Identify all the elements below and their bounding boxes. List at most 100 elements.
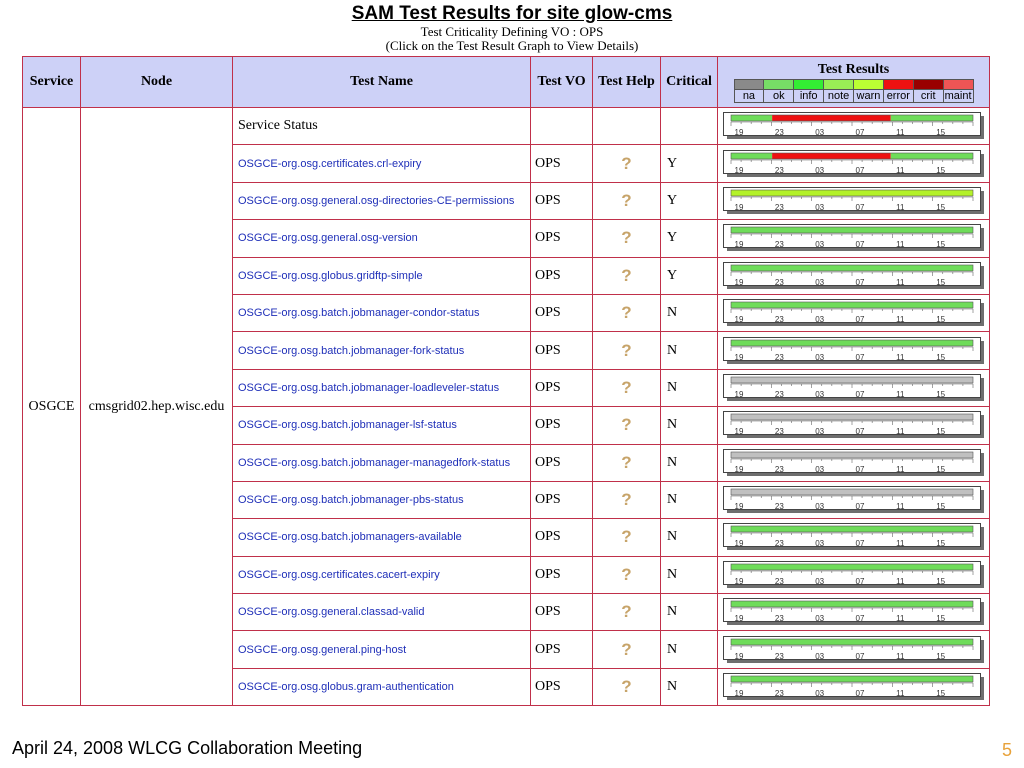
axis-tick-label: 15 <box>936 353 945 362</box>
help-question-icon[interactable]: ? <box>621 303 632 323</box>
page-number: 5 <box>1001 740 1012 760</box>
test-name-link[interactable]: OSGCE-org.osg.batch.jobmanager-fork-stat… <box>232 331 531 370</box>
axis-tick-label: 23 <box>774 128 783 137</box>
test-name-link[interactable]: OSGCE-org.osg.globus.gram-authentication <box>232 667 531 707</box>
legend-swatch <box>794 79 824 90</box>
axis-tick-label: 07 <box>855 427 864 436</box>
legend-item-ok: ok <box>763 79 794 102</box>
axis-tick-label: 15 <box>936 652 945 661</box>
axis-tick-label: 15 <box>936 614 945 623</box>
axis-tick-label: 03 <box>815 390 824 399</box>
test-result-graph[interactable]: 19 23 03 07 11 15 <box>722 598 985 626</box>
test-help-cell: ? <box>592 331 661 370</box>
test-result-graph[interactable]: 19 23 03 07 11 15 <box>722 299 985 327</box>
test-name-link[interactable]: OSGCE-org.osg.general.ping-host <box>232 630 531 669</box>
help-question-icon[interactable]: ? <box>621 564 632 584</box>
table-row: OSGCE-org.osg.batch.jobmanager-condor-st… <box>23 293 990 333</box>
help-question-icon[interactable]: ? <box>621 228 632 248</box>
test-name-link[interactable]: OSGCE-org.osg.general.classad-valid <box>232 593 531 632</box>
test-result-graph[interactable]: 19 23 03 07 11 15 <box>722 373 985 402</box>
axis-tick-label: 15 <box>936 315 945 324</box>
table-row: OSGCE-org.osg.batch.jobmanager-managedfo… <box>23 443 990 482</box>
table-row: OSGCE-org.osg.certificates.cacert-expiry… <box>23 555 990 595</box>
legend-item-crit: crit <box>912 79 943 102</box>
test-result-graph[interactable]: 19 23 03 07 11 15 <box>722 635 985 664</box>
test-name-link[interactable]: OSGCE-org.osg.general.osg-directories-CE… <box>232 181 531 221</box>
test-vo-cell <box>530 106 593 146</box>
axis-tick-label: 15 <box>936 577 945 586</box>
help-question-icon[interactable]: ? <box>621 677 632 697</box>
test-name-link[interactable]: OSGCE-org.osg.general.osg-version <box>232 219 531 258</box>
help-question-icon[interactable]: ? <box>621 265 632 285</box>
test-result-graph[interactable]: 19 23 03 07 11 15 <box>722 186 985 215</box>
test-name-link[interactable]: OSGCE-org.osg.batch.jobmanager-pbs-statu… <box>232 480 531 520</box>
legend-label: info <box>799 89 818 102</box>
axis-tick-label: 23 <box>774 353 783 362</box>
test-help-cell: ? <box>592 368 661 408</box>
axis-tick-label: 19 <box>734 353 743 362</box>
help-question-icon[interactable]: ? <box>621 602 632 622</box>
axis-tick-label: 03 <box>815 689 824 698</box>
help-question-icon[interactable]: ? <box>621 415 632 435</box>
help-question-icon[interactable]: ? <box>621 452 632 472</box>
test-result-graph[interactable]: 19 23 03 07 11 15 <box>722 112 985 140</box>
legend-item-na: na <box>734 79 764 102</box>
test-results-title: Test Results <box>817 61 890 77</box>
help-question-icon[interactable]: ? <box>621 527 632 547</box>
page-header: SAM Test Results for site glow-cms Test … <box>0 0 1024 53</box>
critical-cell: N <box>660 331 718 370</box>
axis-tick-label: 03 <box>815 577 824 586</box>
legend-swatch <box>913 79 943 90</box>
axis-tick-label: 15 <box>936 689 945 698</box>
axis-tick-label: 07 <box>855 278 864 287</box>
status-segment-ok <box>730 676 973 683</box>
test-result-graph[interactable]: 19 23 03 07 11 15 <box>722 448 985 477</box>
test-help-cell: ? <box>592 630 661 669</box>
help-question-icon[interactable]: ? <box>621 490 632 510</box>
test-name-link[interactable]: OSGCE-org.osg.certificates.cacert-expiry <box>232 555 531 595</box>
help-question-icon[interactable]: ? <box>621 340 632 360</box>
table-row: OSGCE-org.osg.general.osg-version OPS? Y 19… <box>23 219 990 258</box>
test-result-graph[interactable]: 19 23 03 07 11 15 <box>722 486 985 514</box>
test-result-graph[interactable]: 19 23 03 07 11 15 <box>722 336 985 365</box>
help-question-icon[interactable]: ? <box>621 153 632 173</box>
help-question-icon[interactable]: ? <box>621 639 632 659</box>
test-name-link[interactable]: OSGCE-org.osg.batch.jobmanager-loadlevel… <box>232 368 531 408</box>
test-result-graph[interactable]: 19 23 03 07 11 15 <box>722 673 985 701</box>
table-row: OSGCE-org.osg.batch.jobmanager-pbs-statu… <box>23 480 990 520</box>
test-name-link[interactable]: OSGCE-org.osg.batch.jobmanager-managedfo… <box>232 443 531 482</box>
test-name-link[interactable]: OSGCE-org.osg.batch.jobmanager-condor-st… <box>232 293 531 333</box>
axis-tick-label: 11 <box>896 427 905 436</box>
col-node: Node <box>80 56 233 108</box>
test-name-link[interactable]: OSGCE-org.osg.certificates.crl-expiry <box>232 144 531 183</box>
test-result-graph[interactable]: 19 23 03 07 11 15 <box>722 523 985 551</box>
axis-tick-label: 07 <box>855 390 864 399</box>
test-vo-cell: OPS <box>530 480 593 520</box>
legend-label: warn <box>856 89 881 102</box>
axis-tick-label: 15 <box>936 390 945 399</box>
help-question-icon[interactable]: ? <box>621 190 632 210</box>
test-result-cell: 19 23 03 07 11 15 <box>717 480 990 520</box>
status-bar-outline <box>730 152 973 159</box>
test-result-cell: 19 23 03 07 11 15 <box>717 593 990 632</box>
test-result-cell: 19 23 03 07 11 15 <box>717 518 990 557</box>
test-name-link[interactable]: OSGCE-org.osg.batch.jobmanagers-availabl… <box>232 518 531 557</box>
axis-tick-label: 23 <box>774 427 783 436</box>
test-result-graph[interactable]: 19 23 03 07 11 15 <box>722 411 985 439</box>
test-result-graph[interactable]: 19 23 03 07 11 15 <box>722 261 985 290</box>
help-question-icon[interactable]: ? <box>621 377 632 397</box>
status-bar-outline <box>730 227 973 234</box>
table-row: OSGCE-org.osg.batch.jobmanagers-availabl… <box>23 518 990 557</box>
status-segment-ok <box>730 526 973 533</box>
test-name-link[interactable]: OSGCE-org.osg.batch.jobmanager-lsf-statu… <box>232 406 531 445</box>
test-result-graph[interactable]: 19 23 03 07 11 15 <box>722 224 985 252</box>
legend-label: crit <box>920 89 936 102</box>
test-result-graph[interactable]: 19 23 03 07 11 15 <box>722 560 985 589</box>
test-name-link[interactable]: OSGCE-org.osg.globus.gridftp-simple <box>232 256 531 295</box>
axis-tick-label: 11 <box>896 390 905 399</box>
axis-tick-label: 23 <box>774 166 783 175</box>
test-result-graph[interactable]: 19 23 03 07 11 15 <box>722 149 985 178</box>
axis-tick-label: 11 <box>896 203 905 212</box>
axis-tick-label: 07 <box>855 614 864 623</box>
test-help-cell: ? <box>592 181 661 221</box>
